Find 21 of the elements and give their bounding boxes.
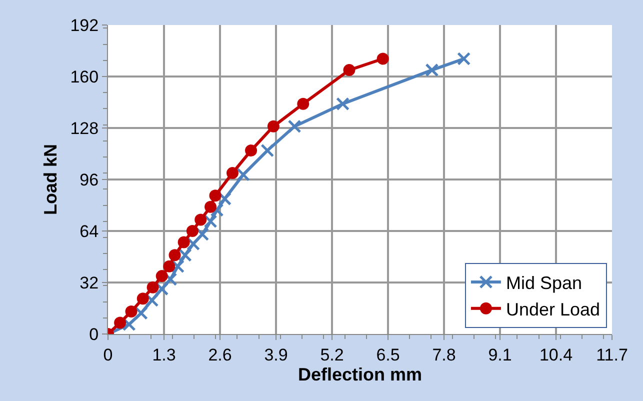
legend-label: Under Load bbox=[506, 299, 600, 320]
x-tick-label: 2.6 bbox=[208, 345, 232, 364]
y-tick-label: 96 bbox=[80, 170, 99, 190]
y-tick-label: 32 bbox=[80, 273, 99, 292]
x-tick-label: 11.7 bbox=[596, 345, 628, 364]
y-tick-label: 64 bbox=[80, 222, 99, 241]
x-tick-label: 1.3 bbox=[152, 345, 176, 364]
x-tick-label: 6.5 bbox=[376, 345, 400, 364]
y-tick-label: 0 bbox=[89, 324, 99, 344]
y-tick-label: 128 bbox=[70, 118, 99, 138]
x-tick-label: 9.1 bbox=[488, 345, 512, 364]
y-axis-title: Load kN bbox=[40, 144, 60, 216]
x-tick-label: 3.9 bbox=[264, 345, 288, 364]
y-tick-label: 192 bbox=[70, 16, 99, 35]
legend-label: Mid Span bbox=[506, 273, 582, 294]
x-tick-label: 0 bbox=[103, 345, 113, 364]
x-tick-label: 5.2 bbox=[320, 345, 344, 364]
y-tick-label: 160 bbox=[70, 67, 99, 86]
x-tick-label: 10.4 bbox=[539, 345, 573, 364]
x-axis-title: Deflection mm bbox=[298, 364, 422, 384]
x-tick-label: 7.8 bbox=[432, 345, 456, 364]
